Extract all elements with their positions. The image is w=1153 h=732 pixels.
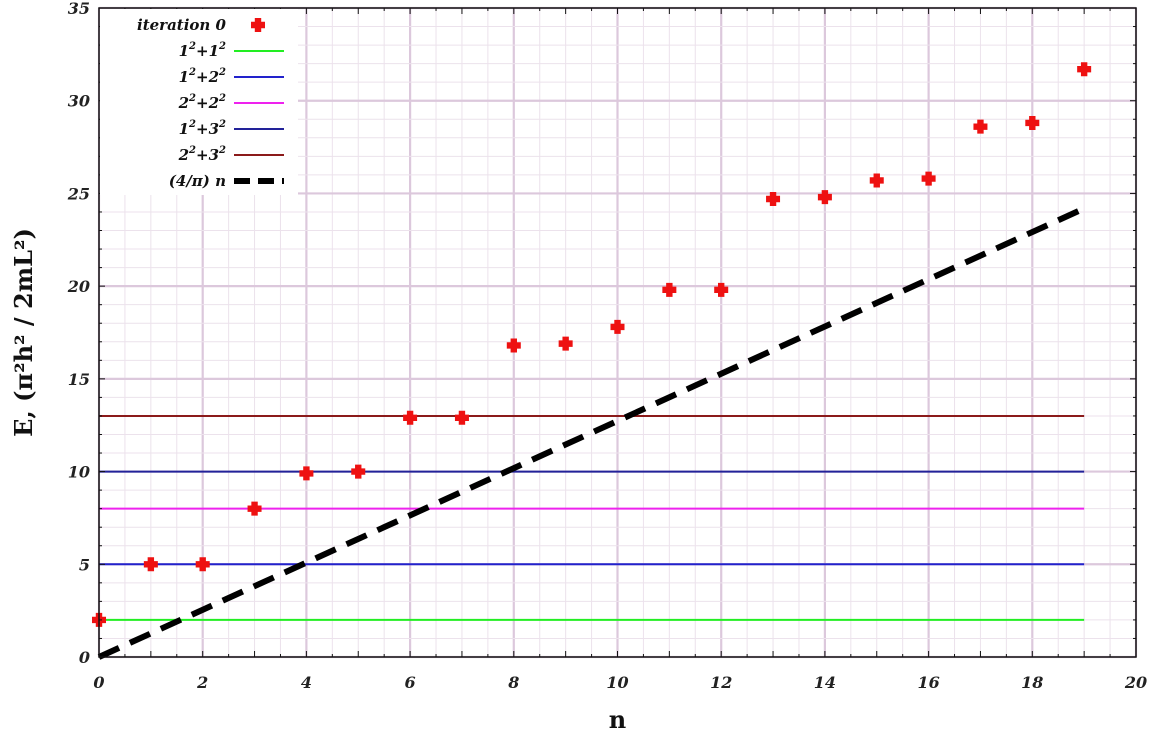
- y-tick-label: 30: [68, 92, 90, 111]
- legend-label: (4/π) n: [169, 172, 226, 190]
- data-point: [403, 410, 418, 425]
- legend-label: iteration 0: [137, 16, 227, 34]
- x-tick-label: 10: [606, 673, 628, 692]
- data-point: [869, 173, 884, 188]
- legend-label: 22+22: [178, 93, 226, 112]
- data-point: [973, 119, 988, 134]
- data-point: [454, 410, 469, 425]
- y-tick-label: 15: [68, 370, 90, 389]
- x-tick-label: 16: [917, 673, 939, 692]
- y-tick-label: 25: [67, 184, 90, 203]
- legend-label: 12+22: [179, 67, 226, 86]
- y-tick-label: 20: [67, 277, 90, 296]
- y-tick-label: 0: [79, 648, 90, 667]
- data-point: [1077, 62, 1092, 77]
- y-axis-title: E, (π²h² / 2mL²): [9, 228, 38, 437]
- data-point: [1025, 115, 1040, 130]
- legend-label: 12+12: [179, 41, 226, 60]
- series-layer: [92, 62, 1092, 660]
- x-tick-label: 2: [196, 673, 208, 692]
- x-tick-label: 6: [405, 673, 416, 692]
- data-point: [558, 336, 573, 351]
- data-point: [247, 501, 262, 516]
- data-point: [662, 282, 677, 297]
- data-point: [766, 191, 781, 206]
- y-tick-label: 5: [79, 555, 90, 574]
- x-tick-label: 14: [814, 673, 836, 692]
- legend: iteration 0 12+12 12+22 22+22 12+32 22+32 (4/π…: [100, 9, 298, 195]
- y-tick-label: 10: [68, 463, 90, 482]
- legend-label: 22+32: [178, 145, 226, 164]
- data-point: [817, 190, 832, 205]
- data-point: [610, 319, 625, 334]
- x-tick-label: 0: [93, 673, 104, 692]
- legend-marker: [251, 18, 265, 32]
- x-tick-label: 18: [1021, 673, 1043, 692]
- data-point: [921, 171, 936, 186]
- x-tick-label: 4: [301, 673, 312, 692]
- tick-labels: 0 2 4 6 8 10 12 14 16 18 20 0 5 10 15 20 25 30 35: [67, 0, 1147, 692]
- ticks: [98, 7, 1137, 658]
- legend-label: 12+32: [179, 119, 226, 138]
- data-point: [351, 464, 366, 479]
- x-tick-label: 20: [1124, 673, 1147, 692]
- x-tick-label: 8: [507, 673, 519, 692]
- x-axis-title: n: [609, 705, 626, 732]
- x-tick-label: 12: [710, 673, 732, 692]
- data-point: [143, 557, 158, 572]
- series-dashed-line: [97, 205, 1086, 660]
- y-tick-label: 35: [68, 0, 90, 18]
- data-point: [195, 557, 210, 572]
- data-point: [506, 338, 521, 353]
- data-point: [714, 282, 729, 297]
- data-point: [299, 466, 314, 481]
